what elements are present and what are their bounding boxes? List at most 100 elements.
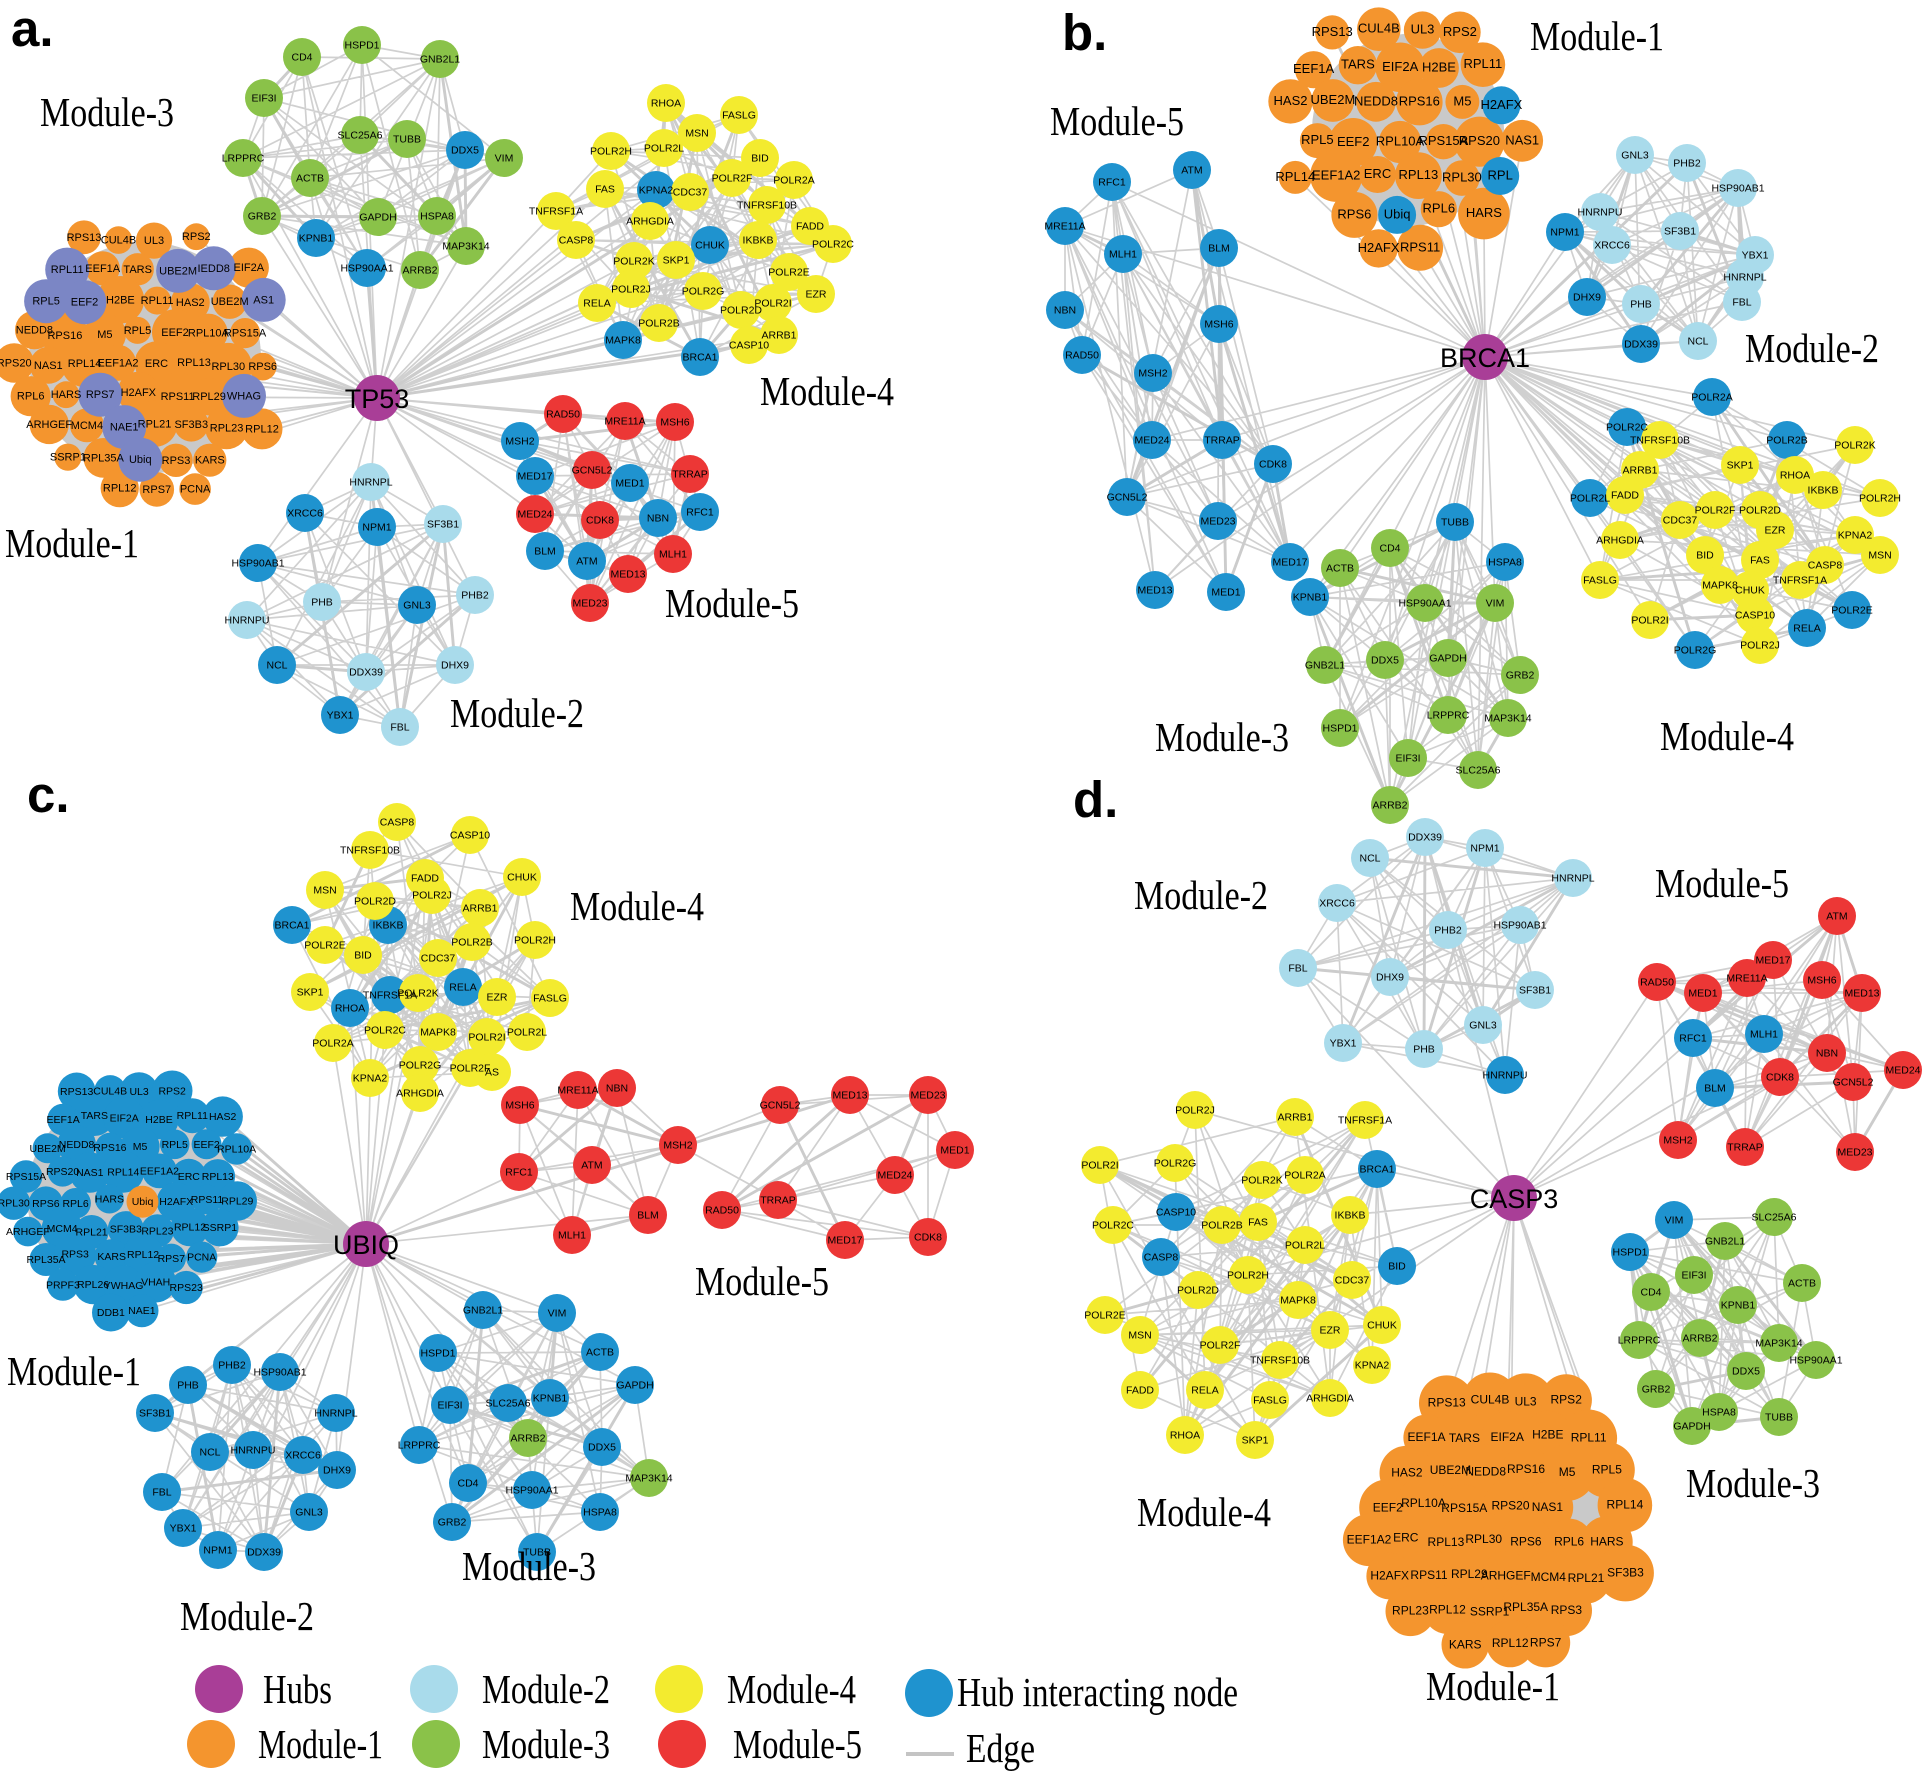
svg-text:RPL14: RPL14: [1607, 1498, 1644, 1512]
svg-text:HSPA8: HSPA8: [1702, 1407, 1736, 1419]
svg-text:Module-2: Module-2: [482, 1666, 610, 1712]
svg-text:CUL4B: CUL4B: [1358, 21, 1400, 36]
svg-text:GCN5L2: GCN5L2: [1107, 492, 1148, 504]
svg-text:HAS2: HAS2: [1274, 93, 1308, 108]
svg-text:PHB: PHB: [311, 597, 333, 609]
svg-text:MAP3K14: MAP3K14: [625, 1473, 672, 1485]
svg-text:EEF1A2: EEF1A2: [140, 1165, 179, 1177]
svg-text:TUBB: TUBB: [1441, 517, 1469, 529]
svg-text:TRRAP: TRRAP: [760, 1195, 796, 1207]
svg-text:NPM1: NPM1: [362, 522, 391, 534]
svg-text:KPNA2: KPNA2: [353, 1073, 388, 1085]
svg-text:Module-4: Module-4: [727, 1666, 856, 1712]
svg-text:ARHGDIA: ARHGDIA: [396, 1088, 444, 1100]
svg-text:POLR2E: POLR2E: [304, 940, 345, 952]
svg-text:ACTB: ACTB: [296, 173, 324, 185]
svg-text:DHX9: DHX9: [1376, 972, 1404, 984]
svg-text:MCM4: MCM4: [1531, 1570, 1567, 1584]
svg-text:TNFRSF10B: TNFRSF10B: [1630, 435, 1690, 447]
svg-text:Hub interacting node: Hub interacting node: [957, 1669, 1238, 1715]
svg-text:DDX39: DDX39: [1624, 339, 1658, 351]
svg-text:VIM: VIM: [1486, 598, 1505, 610]
svg-text:DDB1: DDB1: [97, 1307, 125, 1319]
svg-text:EZR: EZR: [1765, 525, 1786, 537]
svg-text:MSH2: MSH2: [505, 436, 534, 448]
svg-text:RPL: RPL: [1488, 168, 1513, 183]
svg-text:RPL5: RPL5: [32, 296, 60, 308]
svg-text:RPL11: RPL11: [1464, 56, 1503, 71]
svg-text:MED13: MED13: [1137, 585, 1172, 597]
svg-text:RPS13: RPS13: [1312, 24, 1353, 39]
svg-text:TNFRSF10B: TNFRSF10B: [1250, 1355, 1310, 1367]
svg-text:ARHGDIA: ARHGDIA: [626, 216, 674, 228]
svg-text:MSN: MSN: [313, 885, 336, 897]
svg-text:NPM1: NPM1: [203, 1545, 232, 1557]
svg-text:CDC37: CDC37: [673, 187, 708, 199]
svg-text:RHOA: RHOA: [1170, 1430, 1200, 1442]
svg-text:UL3: UL3: [1411, 22, 1435, 37]
svg-text:GCN5L2: GCN5L2: [760, 1100, 801, 1112]
svg-text:IKBKB: IKBKB: [743, 235, 774, 247]
svg-text:HNRNPU: HNRNPU: [1578, 207, 1623, 219]
svg-text:POLR2G: POLR2G: [399, 1060, 442, 1072]
svg-text:RPL12: RPL12: [174, 1222, 206, 1234]
svg-text:ACTB: ACTB: [586, 1347, 614, 1359]
svg-text:HARS: HARS: [1590, 1535, 1623, 1549]
svg-text:H2BE: H2BE: [1422, 60, 1456, 75]
svg-text:CASP10: CASP10: [450, 830, 490, 842]
svg-text:GRB2: GRB2: [438, 1517, 467, 1529]
svg-text:EEF1A2: EEF1A2: [1347, 1533, 1392, 1547]
svg-text:BID: BID: [1388, 1261, 1406, 1273]
svg-text:UL3: UL3: [129, 1086, 148, 1098]
svg-text:SF3B1: SF3B1: [139, 1408, 171, 1420]
svg-text:GCN5L2: GCN5L2: [1833, 1077, 1874, 1089]
svg-text:PCNA: PCNA: [180, 484, 211, 496]
svg-text:POLR2A: POLR2A: [1284, 1170, 1325, 1182]
svg-text:POLR2K: POLR2K: [1834, 440, 1875, 452]
svg-text:POLR2H: POLR2H: [1227, 1270, 1269, 1282]
svg-text:RPL11: RPL11: [1571, 1431, 1607, 1445]
svg-text:MED1: MED1: [940, 1145, 969, 1157]
svg-text:RPL10A: RPL10A: [217, 1144, 256, 1156]
svg-text:ATM: ATM: [1826, 911, 1847, 923]
svg-text:RPL12: RPL12: [127, 1249, 159, 1261]
svg-text:RPS6: RPS6: [248, 361, 277, 373]
svg-text:RPS7: RPS7: [1530, 1635, 1562, 1649]
svg-text:Module-2: Module-2: [1134, 872, 1268, 918]
svg-text:RPL23: RPL23: [210, 422, 244, 434]
svg-text:GRB2: GRB2: [1642, 1384, 1671, 1396]
svg-text:RHOA: RHOA: [651, 98, 681, 110]
svg-text:POLR2D: POLR2D: [1177, 1285, 1219, 1297]
svg-text:KPNA2: KPNA2: [1838, 530, 1873, 542]
svg-text:HSP90AA1: HSP90AA1: [505, 1485, 558, 1497]
svg-text:GNB2L1: GNB2L1: [1305, 660, 1345, 672]
svg-text:RAD50: RAD50: [705, 1205, 739, 1217]
svg-text:XRCC6: XRCC6: [1594, 240, 1630, 252]
svg-text:MED17: MED17: [1755, 955, 1790, 967]
svg-text:IEDD8: IEDD8: [197, 263, 229, 275]
svg-text:MRE11A: MRE11A: [557, 1085, 598, 1097]
svg-text:UBE2M: UBE2M: [1311, 92, 1356, 107]
svg-text:POLR2F: POLR2F: [450, 1063, 491, 1075]
svg-text:FADD: FADD: [796, 221, 824, 233]
svg-text:GNL3: GNL3: [403, 600, 431, 612]
svg-text:RPL14: RPL14: [1275, 169, 1315, 184]
svg-text:CD4: CD4: [1640, 1287, 1661, 1299]
svg-text:TARS: TARS: [123, 264, 152, 276]
svg-text:ARHGEF: ARHGEF: [6, 1226, 50, 1238]
svg-text:KPNB1: KPNB1: [1721, 1300, 1756, 1312]
svg-text:GAPDH: GAPDH: [1429, 653, 1466, 665]
svg-text:RAD50: RAD50: [546, 409, 580, 421]
svg-text:RPL6: RPL6: [1554, 1535, 1584, 1549]
svg-text:ATM: ATM: [1181, 165, 1202, 177]
svg-text:UBIQ: UBIQ: [333, 1230, 399, 1260]
svg-text:POLR2F: POLR2F: [712, 173, 753, 185]
svg-text:RPL13: RPL13: [177, 357, 211, 369]
svg-text:BLM: BLM: [1704, 1083, 1726, 1095]
svg-text:TARS: TARS: [1449, 1431, 1480, 1445]
svg-text:RPS20: RPS20: [1491, 1499, 1529, 1513]
svg-text:CASP10: CASP10: [1735, 610, 1775, 622]
svg-text:CDC37: CDC37: [1335, 1275, 1370, 1287]
svg-text:POLR2E: POLR2E: [768, 267, 809, 279]
svg-text:MED23: MED23: [910, 1090, 945, 1102]
